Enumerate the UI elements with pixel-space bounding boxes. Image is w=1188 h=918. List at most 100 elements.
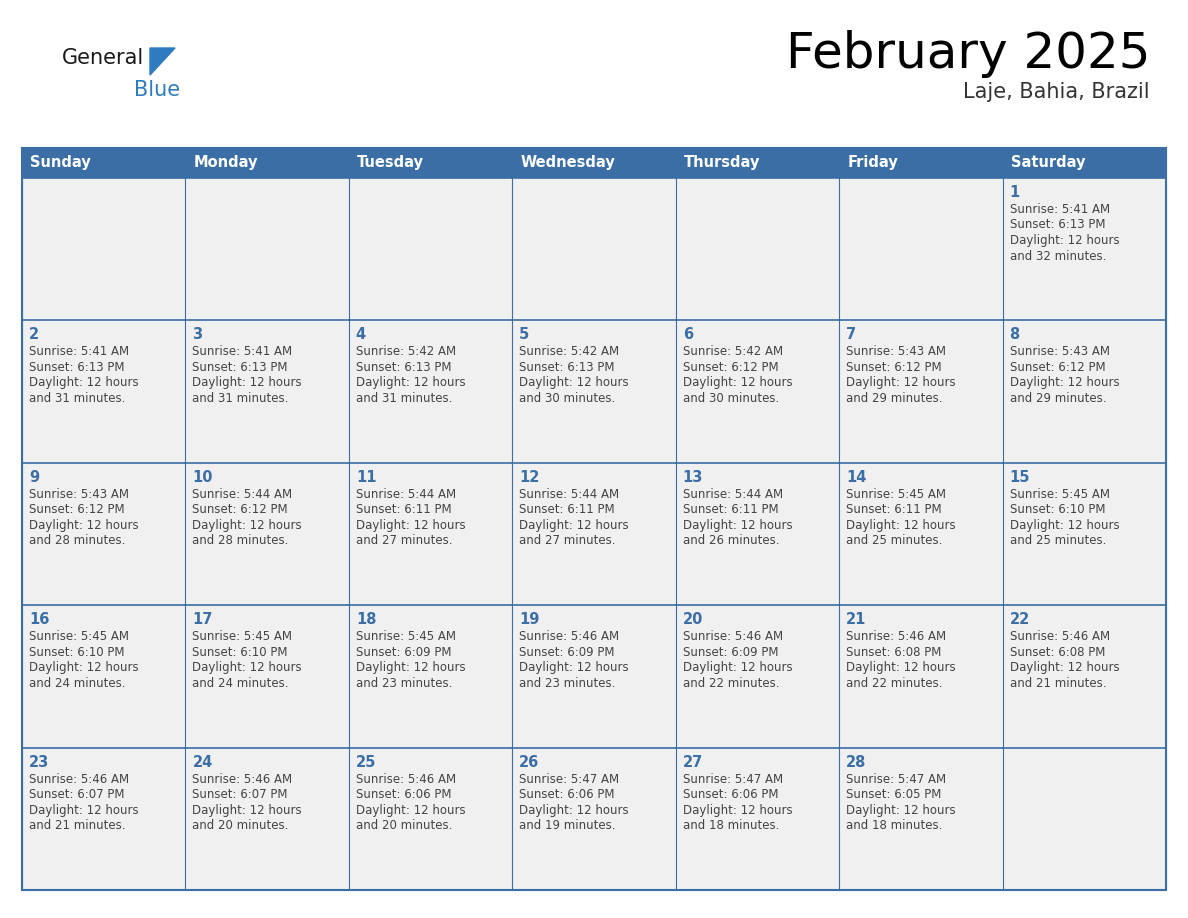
- Text: Daylight: 12 hours: Daylight: 12 hours: [519, 803, 628, 817]
- Bar: [185, 320, 349, 463]
- Text: Daylight: 12 hours: Daylight: 12 hours: [519, 376, 628, 389]
- Text: Daylight: 12 hours: Daylight: 12 hours: [683, 803, 792, 817]
- Bar: [512, 320, 676, 463]
- Text: Wednesday: Wednesday: [520, 155, 615, 171]
- Text: Sunset: 6:11 PM: Sunset: 6:11 PM: [846, 503, 942, 516]
- Text: Sunrise: 5:44 AM: Sunrise: 5:44 AM: [519, 487, 619, 501]
- Text: 22: 22: [1010, 612, 1030, 627]
- Bar: [349, 148, 512, 178]
- Text: Sunset: 6:12 PM: Sunset: 6:12 PM: [846, 361, 942, 374]
- Text: Sunrise: 5:43 AM: Sunrise: 5:43 AM: [846, 345, 946, 358]
- Text: and 29 minutes.: and 29 minutes.: [1010, 392, 1106, 405]
- Bar: [23, 320, 185, 463]
- Text: 15: 15: [1010, 470, 1030, 485]
- Text: 24: 24: [192, 755, 213, 769]
- Text: and 20 minutes.: and 20 minutes.: [356, 819, 453, 832]
- Text: Daylight: 12 hours: Daylight: 12 hours: [29, 661, 139, 674]
- Text: 6: 6: [683, 328, 693, 342]
- Text: Daylight: 12 hours: Daylight: 12 hours: [846, 661, 956, 674]
- Text: February 2025: February 2025: [785, 30, 1150, 78]
- Text: Sunset: 6:06 PM: Sunset: 6:06 PM: [683, 788, 778, 801]
- Text: Laje, Bahia, Brazil: Laje, Bahia, Brazil: [963, 82, 1150, 102]
- Text: Daylight: 12 hours: Daylight: 12 hours: [192, 519, 302, 532]
- Text: and 27 minutes.: and 27 minutes.: [356, 534, 453, 547]
- Text: Daylight: 12 hours: Daylight: 12 hours: [192, 661, 302, 674]
- Text: and 29 minutes.: and 29 minutes.: [846, 392, 942, 405]
- Text: Daylight: 12 hours: Daylight: 12 hours: [519, 661, 628, 674]
- Text: Daylight: 12 hours: Daylight: 12 hours: [846, 376, 956, 389]
- Text: 27: 27: [683, 755, 703, 769]
- Text: Daylight: 12 hours: Daylight: 12 hours: [29, 376, 139, 389]
- Text: and 25 minutes.: and 25 minutes.: [846, 534, 942, 547]
- Text: 8: 8: [1010, 328, 1019, 342]
- Text: Sunset: 6:09 PM: Sunset: 6:09 PM: [519, 645, 614, 659]
- Text: Sunrise: 5:43 AM: Sunrise: 5:43 AM: [1010, 345, 1110, 358]
- Text: Sunrise: 5:44 AM: Sunrise: 5:44 AM: [683, 487, 783, 501]
- Bar: [23, 148, 1165, 890]
- Text: Sunset: 6:13 PM: Sunset: 6:13 PM: [519, 361, 614, 374]
- Text: Daylight: 12 hours: Daylight: 12 hours: [683, 661, 792, 674]
- Text: Sunset: 6:10 PM: Sunset: 6:10 PM: [192, 645, 287, 659]
- Text: 17: 17: [192, 612, 213, 627]
- Text: and 21 minutes.: and 21 minutes.: [29, 819, 126, 832]
- Bar: [185, 747, 349, 890]
- Bar: [1003, 148, 1165, 178]
- Text: Sunrise: 5:45 AM: Sunrise: 5:45 AM: [356, 630, 456, 644]
- Text: Sunset: 6:07 PM: Sunset: 6:07 PM: [192, 788, 287, 801]
- Text: Sunrise: 5:42 AM: Sunrise: 5:42 AM: [519, 345, 619, 358]
- Text: Daylight: 12 hours: Daylight: 12 hours: [356, 519, 466, 532]
- Text: 2: 2: [29, 328, 39, 342]
- Text: 12: 12: [519, 470, 539, 485]
- Bar: [349, 605, 512, 747]
- Polygon shape: [150, 48, 175, 75]
- Text: Sunset: 6:11 PM: Sunset: 6:11 PM: [356, 503, 451, 516]
- Text: 7: 7: [846, 328, 857, 342]
- Text: Sunrise: 5:46 AM: Sunrise: 5:46 AM: [1010, 630, 1110, 644]
- Text: and 23 minutes.: and 23 minutes.: [519, 677, 615, 689]
- Text: Sunset: 6:09 PM: Sunset: 6:09 PM: [683, 645, 778, 659]
- Text: Sunset: 6:05 PM: Sunset: 6:05 PM: [846, 788, 942, 801]
- Text: and 28 minutes.: and 28 minutes.: [29, 534, 126, 547]
- Bar: [839, 148, 1003, 178]
- Bar: [676, 463, 839, 605]
- Bar: [185, 463, 349, 605]
- Text: 9: 9: [29, 470, 39, 485]
- Text: Sunset: 6:08 PM: Sunset: 6:08 PM: [1010, 645, 1105, 659]
- Text: Daylight: 12 hours: Daylight: 12 hours: [356, 376, 466, 389]
- Text: Daylight: 12 hours: Daylight: 12 hours: [29, 803, 139, 817]
- Text: 14: 14: [846, 470, 866, 485]
- Text: Sunrise: 5:47 AM: Sunrise: 5:47 AM: [519, 773, 619, 786]
- Text: 1: 1: [1010, 185, 1019, 200]
- Text: 3: 3: [192, 328, 202, 342]
- Bar: [512, 747, 676, 890]
- Text: and 31 minutes.: and 31 minutes.: [356, 392, 453, 405]
- Text: Sunrise: 5:46 AM: Sunrise: 5:46 AM: [356, 773, 456, 786]
- Bar: [23, 747, 185, 890]
- Text: Sunset: 6:06 PM: Sunset: 6:06 PM: [356, 788, 451, 801]
- Text: Thursday: Thursday: [684, 155, 760, 171]
- Bar: [1003, 178, 1165, 320]
- Text: Sunrise: 5:46 AM: Sunrise: 5:46 AM: [846, 630, 947, 644]
- Bar: [839, 605, 1003, 747]
- Text: Sunrise: 5:42 AM: Sunrise: 5:42 AM: [683, 345, 783, 358]
- Text: Sunrise: 5:41 AM: Sunrise: 5:41 AM: [192, 345, 292, 358]
- Text: Sunrise: 5:45 AM: Sunrise: 5:45 AM: [1010, 487, 1110, 501]
- Bar: [676, 178, 839, 320]
- Text: and 30 minutes.: and 30 minutes.: [683, 392, 779, 405]
- Text: and 24 minutes.: and 24 minutes.: [29, 677, 126, 689]
- Text: 16: 16: [29, 612, 50, 627]
- Bar: [676, 747, 839, 890]
- Bar: [1003, 463, 1165, 605]
- Text: Daylight: 12 hours: Daylight: 12 hours: [356, 803, 466, 817]
- Text: Tuesday: Tuesday: [356, 155, 424, 171]
- Text: Sunrise: 5:42 AM: Sunrise: 5:42 AM: [356, 345, 456, 358]
- Text: Sunrise: 5:44 AM: Sunrise: 5:44 AM: [192, 487, 292, 501]
- Text: 23: 23: [29, 755, 49, 769]
- Text: and 23 minutes.: and 23 minutes.: [356, 677, 453, 689]
- Text: Monday: Monday: [194, 155, 258, 171]
- Text: Sunrise: 5:46 AM: Sunrise: 5:46 AM: [519, 630, 619, 644]
- Text: Saturday: Saturday: [1011, 155, 1085, 171]
- Bar: [512, 605, 676, 747]
- Text: and 19 minutes.: and 19 minutes.: [519, 819, 615, 832]
- Text: and 24 minutes.: and 24 minutes.: [192, 677, 289, 689]
